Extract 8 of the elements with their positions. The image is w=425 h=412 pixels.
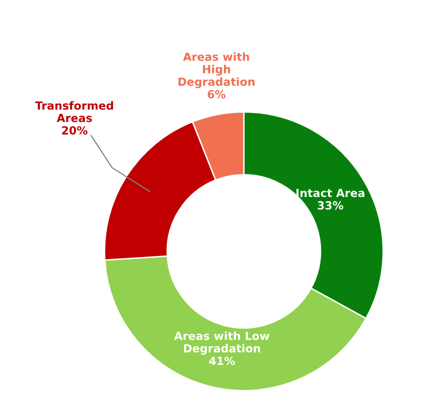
data-label: 20%	[62, 126, 88, 135]
data-label: 33%	[318, 201, 344, 210]
slice-label: Areas with Low Degradation	[174, 331, 270, 355]
data-label: 41%	[209, 356, 235, 366]
data-label: 6%	[208, 90, 226, 98]
slice-label: Intact Area	[296, 188, 364, 198]
slice-label: Transformed Areas	[35, 101, 114, 122]
slice-label: Areas with High Degradation	[178, 52, 254, 88]
